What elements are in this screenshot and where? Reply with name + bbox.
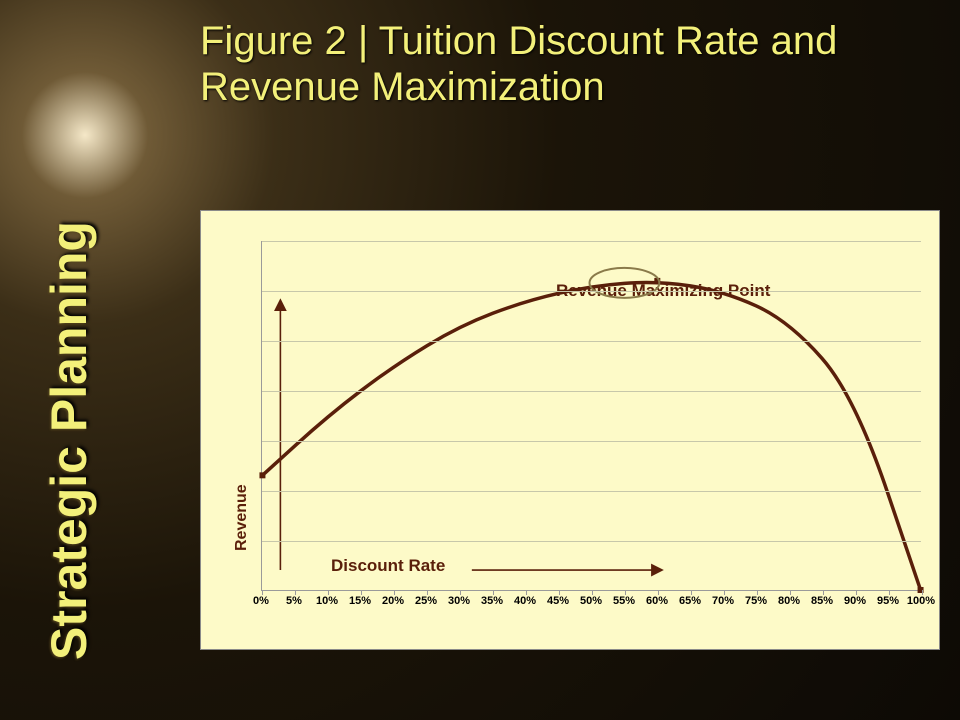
x-tick-label: 0% xyxy=(253,595,269,607)
x-tick-label: 45% xyxy=(547,595,569,607)
x-tick-label: 70% xyxy=(712,595,734,607)
grid-line xyxy=(262,291,921,292)
x-tick-label: 5% xyxy=(286,595,302,607)
slide-title: Figure 2 | Tuition Discount Rate and Rev… xyxy=(200,18,930,110)
chart-svg xyxy=(262,241,921,590)
grid-line xyxy=(262,341,921,342)
x-tick-label: 60% xyxy=(646,595,668,607)
grid-line xyxy=(262,241,921,242)
x-tick-label: 80% xyxy=(778,595,800,607)
slide: Figure 2 | Tuition Discount Rate and Rev… xyxy=(0,0,960,720)
x-tick-label: 10% xyxy=(316,595,338,607)
grid-line xyxy=(262,491,921,492)
x-tick-label: 30% xyxy=(448,595,470,607)
x-tick-label: 75% xyxy=(745,595,767,607)
x-tick-label: 20% xyxy=(382,595,404,607)
x-tick-label: 55% xyxy=(613,595,635,607)
x-tick-label: 35% xyxy=(481,595,503,607)
x-tick-label: 100% xyxy=(907,595,935,607)
data-marker xyxy=(259,472,265,478)
x-tick-label: 40% xyxy=(514,595,536,607)
x-tick-label: 65% xyxy=(679,595,701,607)
grid-line xyxy=(262,441,921,442)
plot-area xyxy=(261,241,921,591)
sidebar-label: Strategic Planning xyxy=(40,221,98,660)
chart-panel: Revenue Discount Rate Revenue Maximizing… xyxy=(200,210,940,650)
x-tick-label: 85% xyxy=(811,595,833,607)
revenue-curve xyxy=(262,283,920,590)
x-tick-label: 15% xyxy=(349,595,371,607)
x-tick-label: 25% xyxy=(415,595,437,607)
x-tick-label: 50% xyxy=(580,595,602,607)
y-axis-label: Revenue xyxy=(233,484,251,551)
x-tick-label: 90% xyxy=(844,595,866,607)
x-tick-labels: 0%5%10%15%20%25%30%35%40%45%50%55%60%65%… xyxy=(261,595,921,611)
grid-line xyxy=(262,391,921,392)
x-tick-label: 95% xyxy=(877,595,899,607)
grid-line xyxy=(262,541,921,542)
